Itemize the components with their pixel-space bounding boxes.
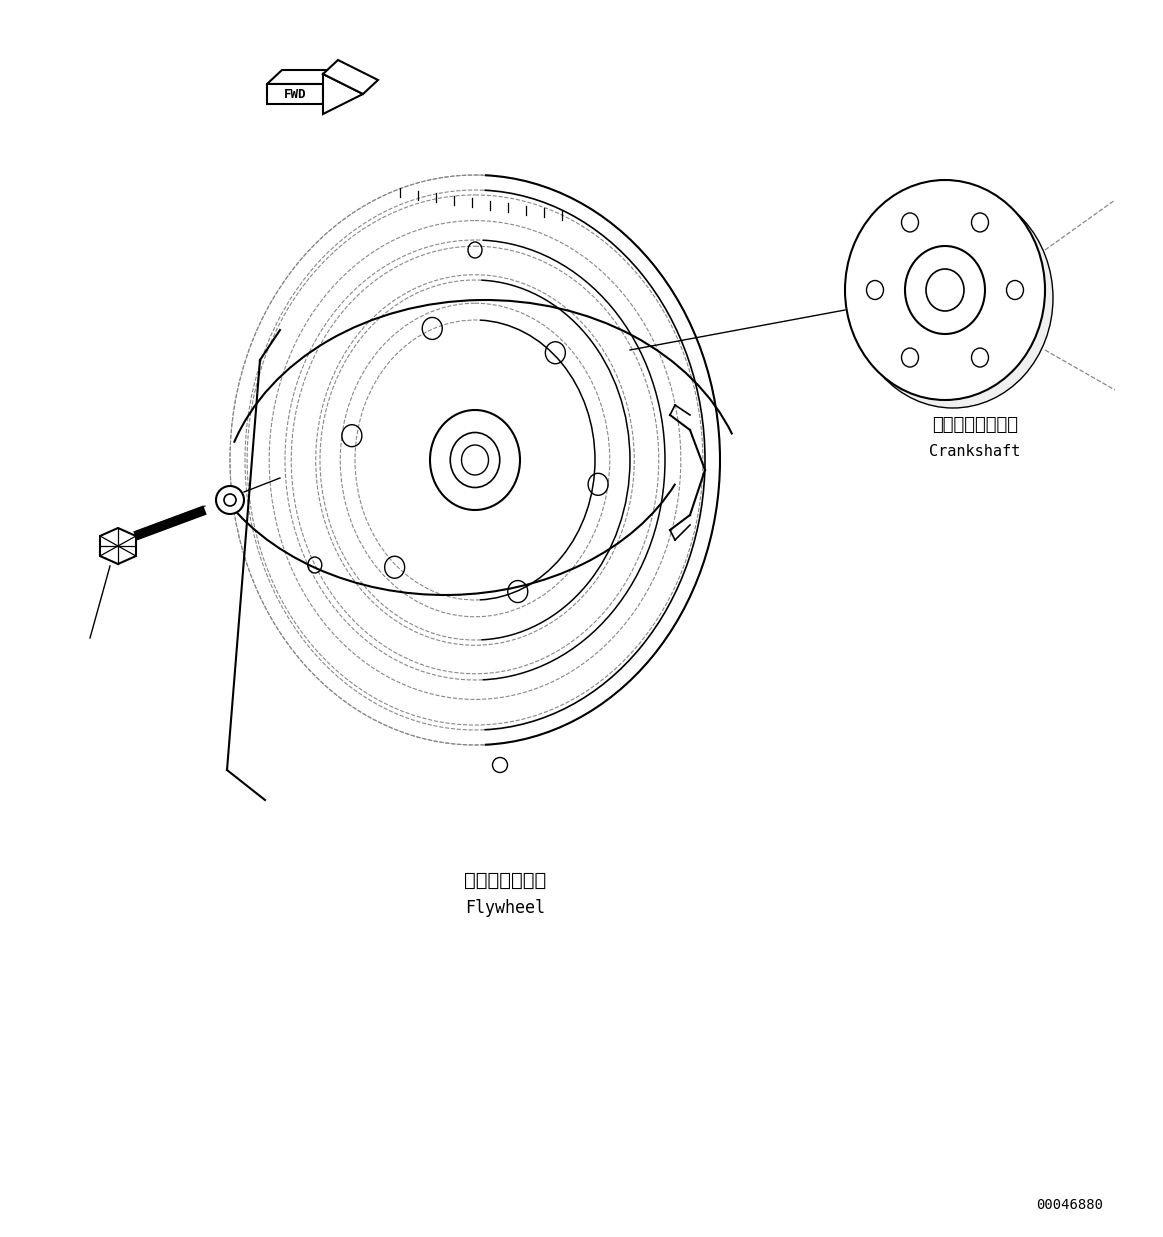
Ellipse shape xyxy=(216,486,244,515)
Polygon shape xyxy=(267,84,323,104)
Text: クランクシャフト: クランクシャフト xyxy=(932,416,1018,434)
Text: 00046880: 00046880 xyxy=(1036,1197,1104,1212)
Text: Crankshaft: Crankshaft xyxy=(929,444,1021,459)
Text: FWD: FWD xyxy=(284,88,306,100)
Text: Flywheel: Flywheel xyxy=(465,899,545,917)
Polygon shape xyxy=(323,61,378,94)
Text: フライホイール: フライホイール xyxy=(464,871,547,889)
Ellipse shape xyxy=(450,433,500,487)
Polygon shape xyxy=(323,74,363,114)
Polygon shape xyxy=(100,528,136,564)
Ellipse shape xyxy=(852,188,1053,408)
Ellipse shape xyxy=(430,409,520,510)
Polygon shape xyxy=(267,71,338,84)
Ellipse shape xyxy=(846,181,1046,400)
